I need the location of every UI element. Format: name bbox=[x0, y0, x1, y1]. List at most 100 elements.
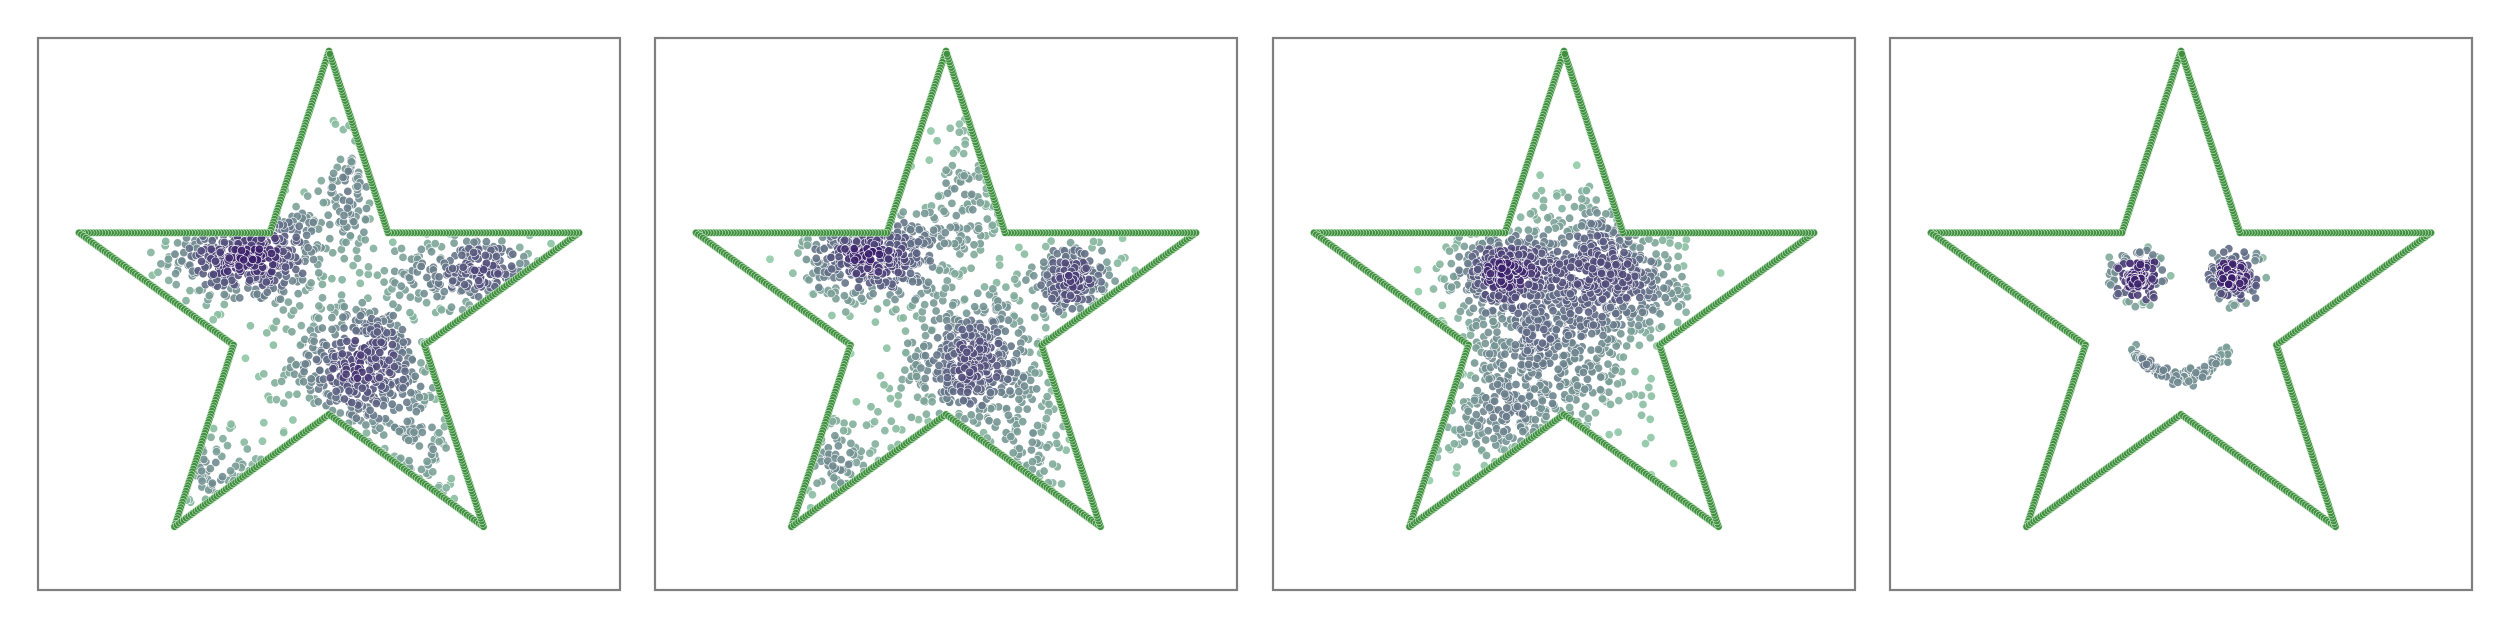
scatter-point bbox=[844, 459, 854, 469]
scatter-point bbox=[1624, 391, 1634, 401]
scatter-point bbox=[1581, 186, 1591, 196]
scatter-point bbox=[1054, 307, 1064, 317]
scatter-point bbox=[493, 269, 503, 279]
scatter-point bbox=[293, 289, 303, 299]
scatter-point bbox=[1464, 296, 1474, 306]
scatter-point bbox=[379, 266, 389, 276]
scatter-point bbox=[939, 206, 949, 216]
scatter-point bbox=[304, 350, 314, 360]
scatter-point bbox=[840, 278, 850, 288]
scatter-point bbox=[945, 332, 955, 342]
scatter-point bbox=[932, 136, 942, 146]
scatter-point bbox=[1622, 341, 1632, 351]
scatter-point bbox=[1635, 293, 1645, 303]
scatter-point bbox=[841, 307, 851, 317]
scatter-point bbox=[1522, 327, 1532, 337]
scatter-point bbox=[398, 337, 408, 347]
scatter-point bbox=[1044, 399, 1054, 409]
scatter-point bbox=[245, 321, 255, 331]
scatter-point bbox=[507, 261, 517, 271]
scatter-point bbox=[470, 265, 480, 275]
scatter-point bbox=[911, 209, 921, 219]
scatter-point bbox=[1003, 374, 1013, 384]
scatter-point bbox=[161, 236, 171, 246]
scatter-point bbox=[875, 371, 885, 381]
scatter-point bbox=[410, 371, 420, 381]
scatter-point bbox=[1463, 406, 1473, 416]
scatter-point bbox=[317, 293, 327, 303]
scatter-point bbox=[156, 259, 166, 269]
scatter-point bbox=[898, 313, 908, 323]
scatter-point bbox=[345, 231, 355, 241]
scatter-point bbox=[315, 365, 325, 375]
scatter-point bbox=[1488, 316, 1498, 326]
scatter-point bbox=[268, 340, 278, 350]
scatter-point bbox=[344, 386, 354, 396]
scatter-point bbox=[893, 267, 903, 277]
scatter-point bbox=[177, 256, 187, 266]
scatter-point bbox=[1539, 324, 1549, 334]
scatter-point bbox=[197, 466, 207, 476]
scatter-point bbox=[363, 373, 373, 383]
scatter-point bbox=[826, 288, 836, 298]
scatter-point bbox=[921, 409, 931, 419]
scatter-point bbox=[416, 261, 426, 271]
scatter-point bbox=[196, 246, 206, 256]
scatter-point bbox=[886, 416, 896, 426]
scatter-point bbox=[341, 369, 351, 379]
scatter-point bbox=[1646, 391, 1656, 401]
scatter-point bbox=[427, 422, 437, 432]
scatter-point bbox=[872, 304, 882, 314]
scatter-point bbox=[1028, 457, 1038, 467]
scatter-point bbox=[1553, 341, 1563, 351]
scatter-point bbox=[1552, 191, 1562, 201]
scatter-point bbox=[400, 366, 410, 376]
scatter-point bbox=[992, 361, 1002, 371]
scatter-point bbox=[343, 166, 353, 176]
scatter-point bbox=[1597, 312, 1607, 322]
scatter-point bbox=[1681, 235, 1691, 245]
scatter-point bbox=[793, 248, 803, 258]
scatter-point bbox=[295, 301, 305, 311]
scatter-point bbox=[375, 423, 385, 433]
scatter-point bbox=[441, 483, 451, 493]
scatter-point bbox=[311, 354, 321, 364]
scatter-point bbox=[374, 373, 384, 383]
scatter-point bbox=[208, 315, 218, 325]
scatter-point bbox=[419, 289, 429, 299]
scatter-point bbox=[361, 420, 371, 430]
scatter-point bbox=[321, 340, 331, 350]
scatter-point bbox=[360, 235, 370, 245]
scatter-point bbox=[218, 472, 228, 482]
scatter-point bbox=[281, 262, 291, 272]
scatter-point bbox=[1447, 282, 1457, 292]
scatter-point bbox=[1470, 373, 1480, 383]
scatter-point bbox=[1577, 221, 1587, 231]
scatter-point bbox=[893, 391, 903, 401]
scatter-point bbox=[364, 365, 374, 375]
scatter-point bbox=[284, 390, 294, 400]
scatter-point bbox=[826, 252, 836, 262]
scatter-point bbox=[1659, 270, 1669, 280]
scatter-point bbox=[409, 427, 419, 437]
scatter-point bbox=[404, 435, 414, 445]
scatter-point bbox=[1519, 301, 1529, 311]
scatter-point bbox=[965, 323, 975, 333]
scatter-point bbox=[173, 238, 183, 248]
scatter-point bbox=[303, 191, 313, 201]
scatter-point bbox=[910, 295, 920, 305]
scatter-point bbox=[924, 155, 934, 165]
scatter-point bbox=[357, 298, 367, 308]
scatter-point bbox=[379, 277, 389, 287]
scatter-point bbox=[891, 304, 901, 314]
scatter-point bbox=[1673, 241, 1683, 251]
scatter-point bbox=[950, 269, 960, 279]
scatter-point bbox=[337, 349, 347, 359]
scatter-point bbox=[1066, 291, 1076, 301]
scatter-point bbox=[1080, 249, 1090, 259]
scatter-point bbox=[1500, 349, 1510, 359]
scatter-point bbox=[328, 364, 338, 374]
scatter-point bbox=[218, 434, 228, 444]
scatter-point bbox=[348, 261, 358, 271]
scatter-point bbox=[933, 191, 943, 201]
